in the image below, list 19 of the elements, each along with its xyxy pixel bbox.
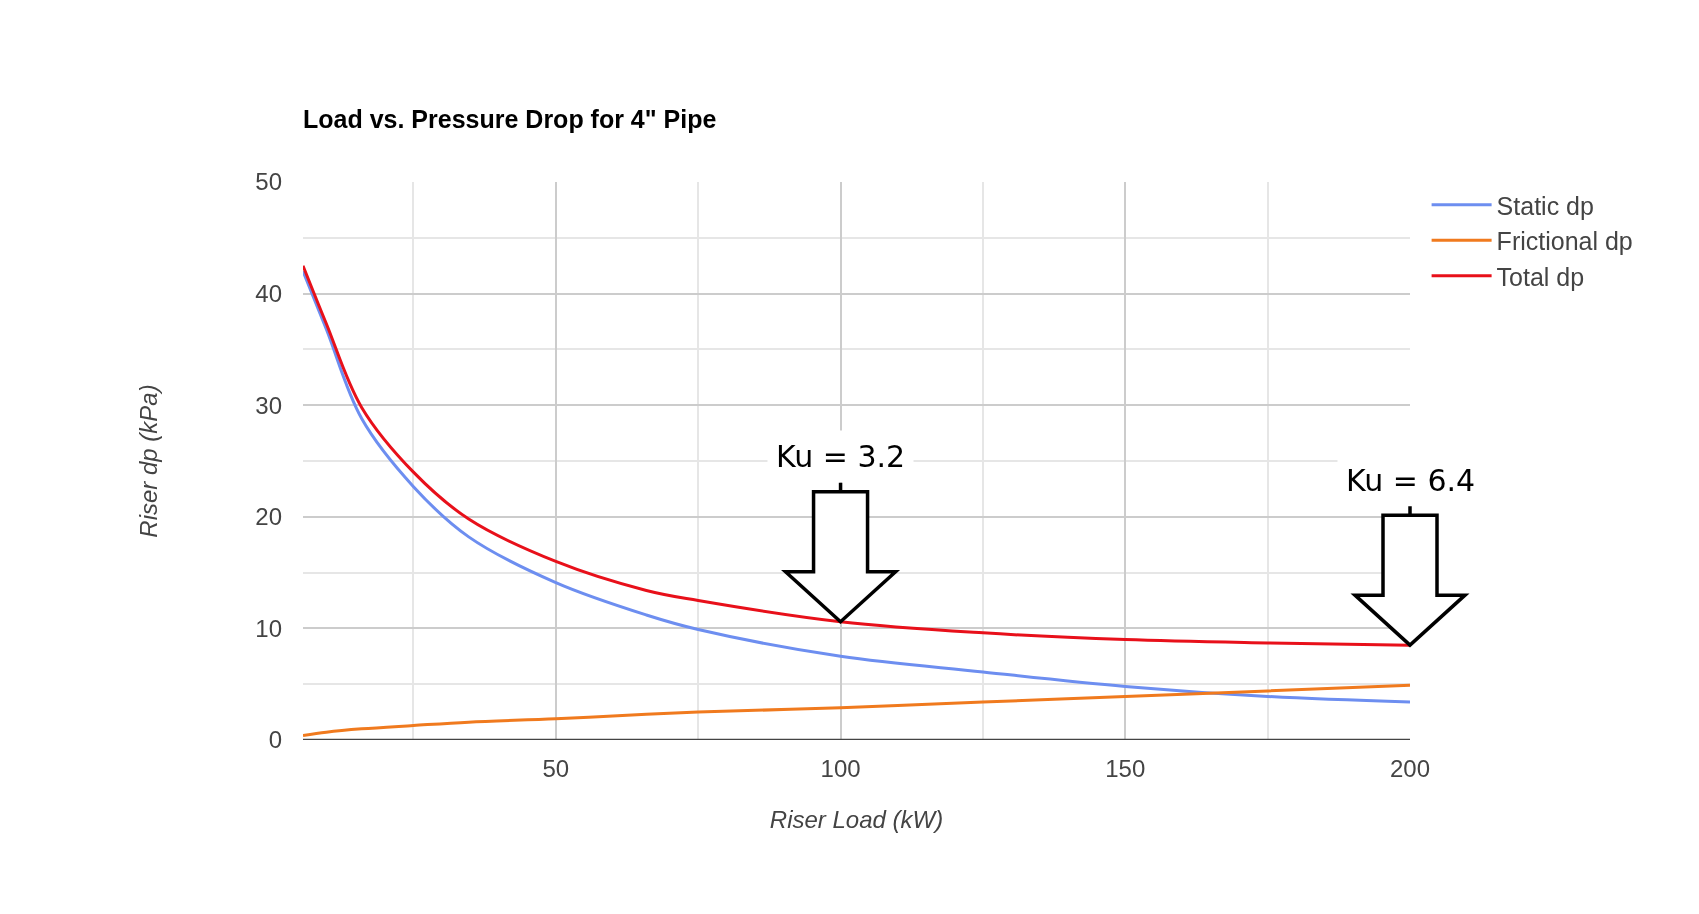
- x-tick-label: 100: [820, 755, 861, 782]
- chart-title: Load vs. Pressure Drop for 4" Pipe: [303, 104, 717, 133]
- y-axis-title: Riser dp (kPa): [135, 384, 163, 538]
- annotation: Ku = 3.2: [776, 439, 906, 474]
- y-tick-label: 50: [255, 168, 282, 196]
- y-tick-label: 30: [255, 391, 282, 419]
- x-tick-label: 50: [542, 755, 570, 782]
- x-tick-label: 150: [1105, 755, 1146, 782]
- legend-label: Frictional dp: [1496, 227, 1633, 255]
- legend-label: Static dp: [1496, 191, 1594, 220]
- x-tick-label: 200: [1389, 755, 1431, 782]
- y-tick-label: 40: [255, 280, 282, 307]
- x-axis-title: Riser Load (kW): [769, 806, 944, 834]
- annotation: Ku = 6.4: [1346, 463, 1476, 498]
- line-series: [303, 683, 1410, 738]
- y-tick-label: 20: [255, 503, 282, 531]
- legend-label: Total dp: [1496, 262, 1585, 291]
- y-tick-label: 0: [268, 726, 282, 754]
- y-tick-label: 10: [255, 614, 282, 642]
